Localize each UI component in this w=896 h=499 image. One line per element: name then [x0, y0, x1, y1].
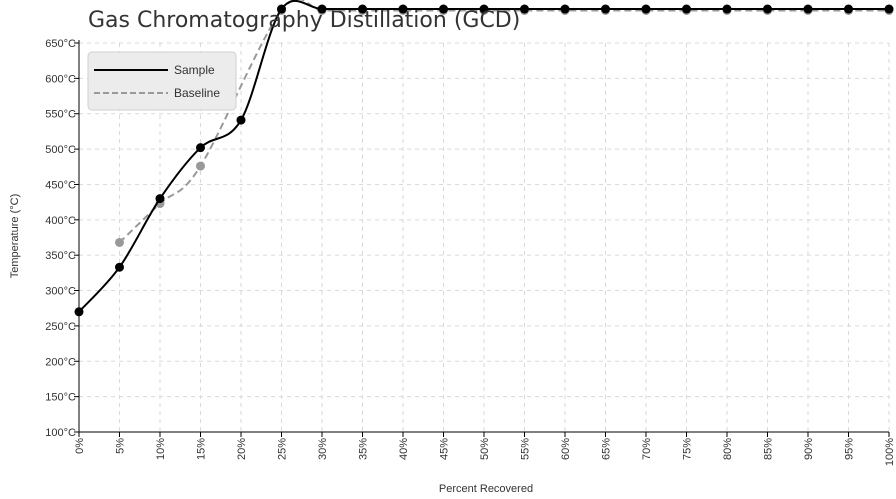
y-tick-label: 650°C	[45, 38, 76, 50]
x-tick-label: 0%	[74, 438, 86, 454]
y-axis-label: Temperature (°C)	[9, 194, 21, 278]
y-tick-label: 200°C	[45, 356, 76, 368]
x-tick-label: 55%	[520, 438, 532, 460]
x-tick-label: 40%	[398, 438, 410, 460]
chart-legend: Sample Baseline	[87, 51, 237, 111]
y-tick-label: 400°C	[45, 215, 76, 227]
y-tick-label: 250°C	[45, 321, 76, 333]
data-point-baseline	[115, 237, 124, 247]
x-tick-label: 30%	[317, 438, 329, 460]
data-point-sample	[236, 115, 246, 125]
x-tick-label: 10%	[155, 438, 167, 460]
x-tick-label: 90%	[803, 438, 815, 460]
data-point-baseline	[196, 161, 205, 171]
data-point-sample	[317, 4, 327, 14]
series-line-baseline	[118, 0, 889, 244]
x-tick-label: 75%	[682, 438, 694, 460]
series-layer	[74, 0, 894, 317]
y-tick-label: 100°C	[45, 427, 76, 439]
x-tick-label: 25%	[277, 438, 289, 460]
chart-axes: 100°C 150°C 200°C 250°C 300°C 350°C 400°C 450°C…	[45, 38, 896, 466]
y-tick-label: 550°C	[45, 109, 76, 121]
x-tick-label: 70%	[641, 438, 653, 460]
x-tick-label: 15%	[196, 438, 208, 460]
data-point-sample	[358, 4, 367, 14]
data-point-sample	[601, 4, 610, 14]
series-line-sample	[78, 0, 889, 313]
x-tick-label: 95%	[844, 438, 856, 460]
legend-box	[87, 51, 237, 111]
data-point-sample	[479, 4, 489, 14]
chart-title: Gas Chromatography Distillation (GCD)	[88, 8, 520, 33]
data-point-sample	[115, 262, 124, 272]
x-tick-label: 20%	[236, 438, 248, 460]
data-point-sample	[763, 4, 772, 14]
x-axis-label: Percent Recovered	[439, 483, 533, 495]
x-tick-label: 50%	[479, 438, 491, 460]
data-point-sample	[196, 143, 205, 153]
data-point-sample	[520, 4, 529, 14]
x-tick-label: 45%	[439, 438, 451, 460]
y-tick-label: 500°C	[45, 144, 76, 156]
legend-label-baseline: Baseline	[174, 86, 220, 100]
y-tick-label: 350°C	[45, 250, 76, 262]
x-tick-label: 35%	[358, 438, 370, 460]
x-tick-label: 85%	[763, 438, 775, 460]
y-tick-label: 600°C	[45, 73, 76, 85]
x-tick-label: 65%	[601, 438, 613, 460]
data-point-sample	[74, 307, 84, 317]
y-tick-label: 450°C	[45, 179, 76, 191]
y-tick-label: 150°C	[45, 392, 76, 404]
x-tick-label: 60%	[560, 438, 572, 460]
x-tick-label: 80%	[722, 438, 734, 460]
legend-label-sample: Sample	[174, 63, 215, 77]
data-point-sample	[398, 4, 408, 14]
data-point-sample	[803, 4, 813, 14]
data-point-sample	[560, 4, 570, 14]
data-point-sample	[844, 4, 853, 14]
data-point-sample	[155, 194, 165, 204]
x-tick-label: 5%	[115, 438, 127, 454]
data-point-sample	[884, 4, 894, 14]
data-point-sample	[641, 4, 651, 14]
data-point-sample	[722, 4, 732, 14]
data-point-sample	[277, 4, 286, 14]
data-point-sample	[682, 4, 691, 14]
data-point-sample	[439, 4, 448, 14]
y-tick-label: 300°C	[45, 286, 76, 298]
x-tick-label: 100%	[884, 438, 896, 466]
